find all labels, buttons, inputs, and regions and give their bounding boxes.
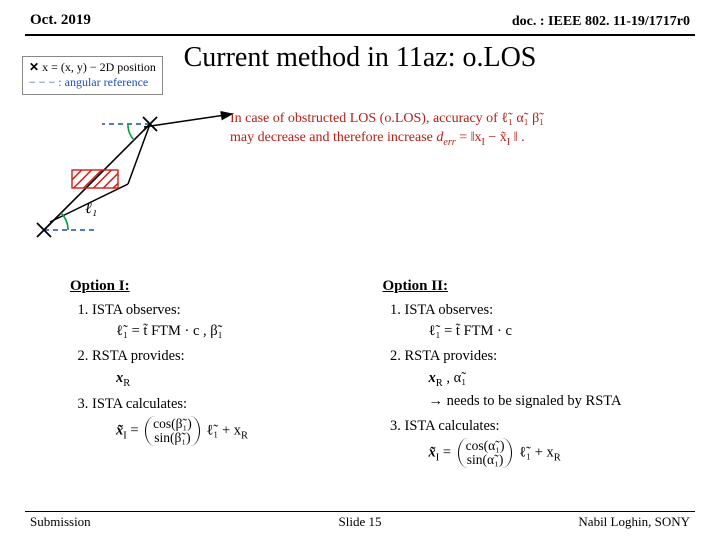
- note-line1: In case of obstructed LOS (o.LOS), accur…: [230, 110, 700, 129]
- ell1-label: ℓ₁: [85, 200, 97, 218]
- top-rule: [25, 34, 695, 36]
- opt1-item3: ISTA calculates: x̃I = cos(β̃₁) sin(β̃₁)…: [92, 394, 383, 446]
- note-end: ‖ .: [514, 130, 525, 145]
- opt1-i2-val: xR: [92, 368, 383, 392]
- note-red: In case of obstructed LOS (o.LOS), accur…: [230, 110, 700, 149]
- option-1: Option I: ISTA observes: ℓ̃₁ = t̃ FTM · …: [70, 275, 383, 471]
- opt2-i1-val: ℓ̃₁ = t̃ FTM · c: [405, 321, 696, 343]
- legend-line-2: − − − : angular reference: [29, 75, 156, 90]
- vector-right: cos(α̃₁) sin(α̃₁): [458, 438, 513, 468]
- note-derr: derr: [436, 130, 455, 145]
- header-date: Oct. 2019: [30, 12, 91, 29]
- opt2-i2-note: → needs to be signaled by RSTA: [405, 391, 696, 413]
- option-2-title: Option II:: [383, 275, 696, 298]
- legend-line-1: ✕ x = (x, y) − 2D position: [29, 60, 156, 75]
- opt2-formula: x̃I = cos(α̃₁) sin(α̃₁) ℓ̃₁ + xR: [405, 438, 696, 468]
- note-line2: may decrease and therefore increase derr…: [230, 129, 700, 149]
- header-docnum: doc. : IEEE 802. 11-19/1717r0: [512, 14, 690, 30]
- note-eq: = ‖x: [459, 130, 481, 145]
- vector-left: cos(β̃₁) sin(β̃₁): [145, 416, 200, 446]
- opt2-i2-label: RSTA provides:: [405, 348, 498, 364]
- footer-author: Nabil Loghin, SONY: [578, 514, 690, 530]
- opt2-item2: RSTA provides: xR , α̃₁ → needs to be si…: [405, 346, 696, 413]
- opt2-item3: ISTA calculates: x̃I = cos(α̃₁) sin(α̃₁)…: [405, 416, 696, 468]
- legend-xy: x = (x, y): [42, 60, 87, 74]
- opt1-i1-label: ISTA observes:: [92, 302, 181, 318]
- opt1-i1-val: ℓ̃₁ = t̃ FTM · c , β̃₁: [92, 321, 383, 343]
- note-mid: − x̃: [488, 130, 506, 145]
- opt1-i2-label: RSTA provides:: [92, 348, 185, 364]
- opt1-item1: ISTA observes: ℓ̃₁ = t̃ FTM · c , β̃₁: [92, 300, 383, 344]
- footer-submission: Submission: [30, 514, 91, 530]
- opt2-item1: ISTA observes: ℓ̃₁ = t̃ FTM · c: [405, 300, 696, 344]
- note-sub-i2: I: [507, 137, 510, 148]
- option-1-title: Option I:: [70, 275, 383, 298]
- opt2-i2-val: xR , α̃₁: [405, 368, 696, 392]
- arrow-icon: [140, 105, 240, 135]
- legend: ✕ x = (x, y) − 2D position − − − : angul…: [22, 56, 163, 95]
- option-2: Option II: ISTA observes: ℓ̃₁ = t̃ FTM ·…: [383, 275, 696, 471]
- bottom-rule: [25, 511, 695, 513]
- note-sub-i1: I: [482, 137, 485, 148]
- opt1-i3-label: ISTA calculates:: [92, 396, 187, 412]
- legend-2d: − 2D position: [90, 60, 156, 74]
- footer-slide: Slide 15: [339, 514, 382, 530]
- opt1-item2: RSTA provides: xR: [92, 346, 383, 391]
- opt2-i3-label: ISTA calculates:: [405, 418, 500, 434]
- options-row: Option I: ISTA observes: ℓ̃₁ = t̃ FTM · …: [70, 275, 695, 471]
- note-l2-a: may decrease and therefore increase: [230, 130, 436, 145]
- cross-icon: ✕: [29, 60, 39, 74]
- opt2-i1-label: ISTA observes:: [405, 302, 494, 318]
- opt1-formula: x̃I = cos(β̃₁) sin(β̃₁) ℓ̃₁ + xR: [92, 416, 383, 446]
